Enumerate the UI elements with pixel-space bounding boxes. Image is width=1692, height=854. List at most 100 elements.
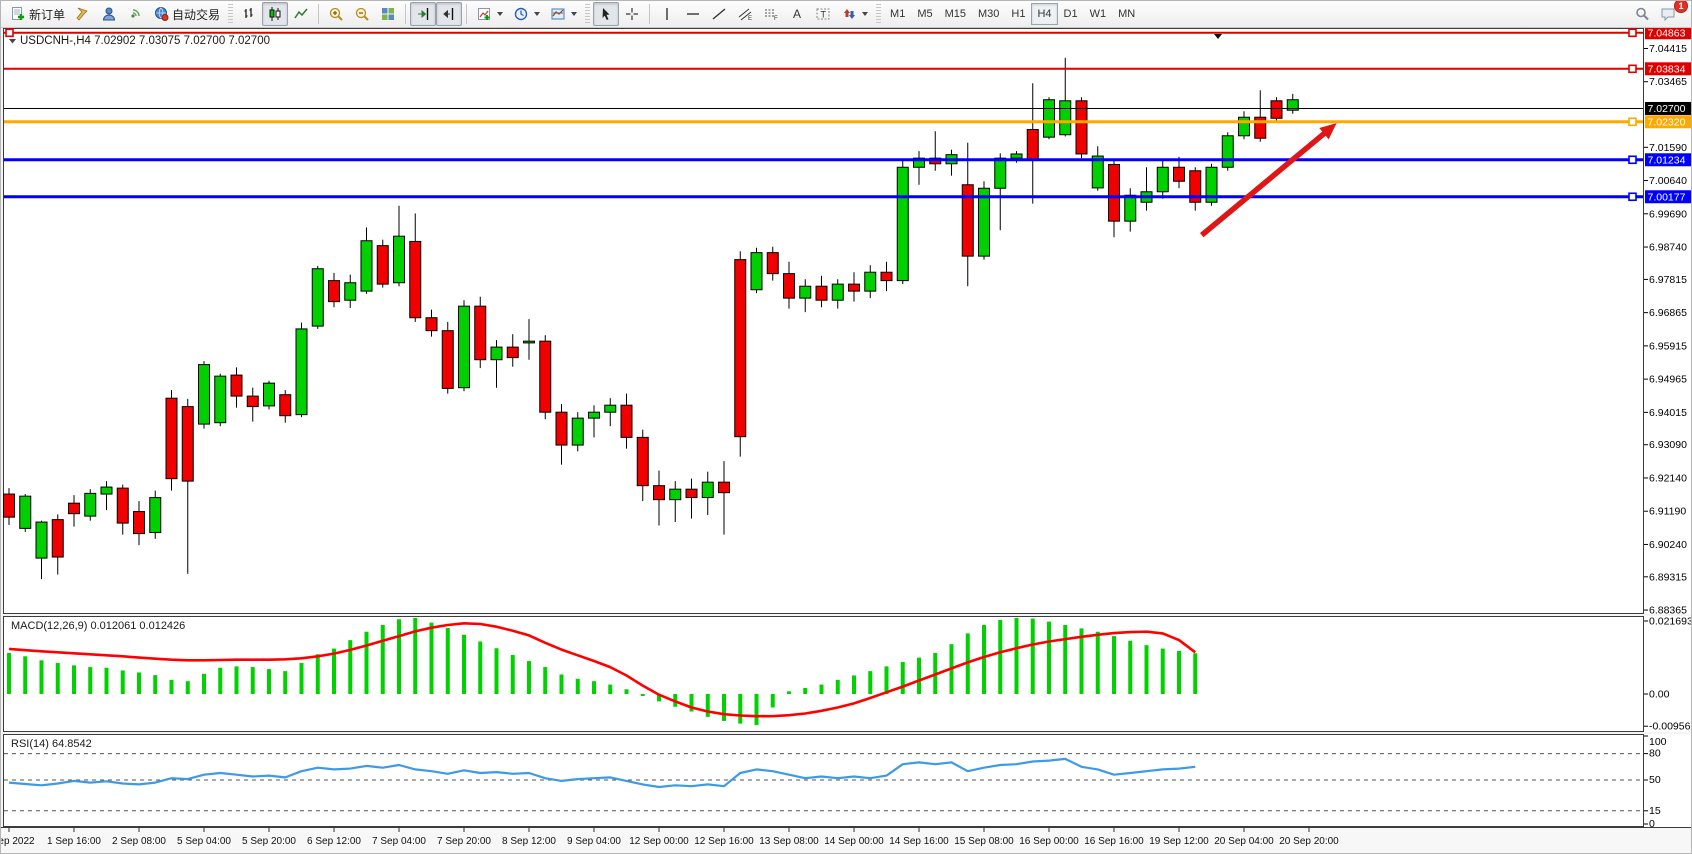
search-icon [1636, 7, 1649, 21]
rsi-axis-label: 0 [1649, 818, 1655, 827]
zoom-out-button[interactable] [349, 2, 375, 26]
macd-bar [234, 666, 239, 694]
indicators-button[interactable] [471, 2, 508, 26]
profile-icon [103, 7, 116, 21]
macd-axis-label: -0.009563 [1649, 721, 1692, 732]
timeframe-m5[interactable]: M5 [917, 8, 933, 20]
toolbar-separator [649, 4, 651, 24]
candle [1043, 97, 1055, 140]
candle [458, 300, 470, 392]
vertical-line-tool-button[interactable] [654, 2, 680, 26]
main-frame [3, 28, 1644, 614]
new-order-button[interactable]: 新订单 [5, 2, 70, 26]
line-handle-icon[interactable] [1628, 117, 1637, 127]
time-label: 14 Sep 16:00 [889, 836, 949, 847]
timeframe-m1[interactable]: M1 [890, 8, 906, 20]
price-tick-label: 6.95915 [1649, 340, 1687, 352]
styler-button[interactable] [70, 2, 96, 26]
svg-text:A: A [793, 7, 801, 21]
text-tool-button[interactable]: A [784, 2, 810, 26]
line-handle-icon[interactable] [5, 28, 14, 38]
templates-button[interactable] [545, 2, 582, 26]
time-axis[interactable]: 1 Sep 2022 1 Sep 16:00 2 Sep 08:00 5 Sep 04… [1, 827, 1692, 854]
candlestick-chart-button[interactable] [262, 2, 289, 26]
macd-bar [884, 666, 889, 694]
candle [1189, 167, 1202, 211]
periods-button[interactable] [508, 2, 545, 26]
macd-bar [657, 694, 661, 702]
chart-shift-button[interactable] [436, 2, 463, 26]
signal-button[interactable] [122, 2, 148, 26]
timeframe-mn[interactable]: MN [1118, 8, 1136, 20]
timeframe-w1[interactable]: W1 [1089, 8, 1107, 20]
autotrade-button[interactable]: 自动交易 [148, 2, 225, 26]
line-handle-icon[interactable] [1628, 28, 1637, 38]
trendline-tool-button[interactable] [706, 2, 732, 26]
price-tick-label: 6.92140 [1649, 472, 1687, 484]
main-chart-pane[interactable]: 7.04415 7.03465 7.01590 7.00640 6.99690 6.987… [1, 28, 1692, 614]
macd-bar [527, 661, 531, 694]
macd-bar [868, 671, 873, 694]
horizontal-line-icon [687, 13, 700, 15]
fibonacci-tool-button[interactable]: F [758, 2, 784, 26]
zoom-in-button[interactable] [323, 2, 349, 26]
macd-bar [153, 675, 158, 694]
candle [1221, 132, 1234, 171]
trend-arrow-annotation[interactable] [1199, 123, 1337, 238]
line-chart-button[interactable] [288, 2, 314, 26]
cursor-tool-button[interactable] [593, 2, 620, 26]
candle [1059, 57, 1072, 137]
macd-signal-line [8, 621, 1197, 718]
tile-windows-button[interactable] [375, 2, 401, 26]
macd-bar [998, 619, 1003, 694]
candle [896, 160, 909, 285]
line-handle-icon[interactable] [1628, 64, 1637, 74]
crosshair-tool-button[interactable] [619, 2, 645, 26]
timeframe-d1[interactable]: D1 [1063, 8, 1078, 20]
tile-windows-icon [382, 8, 395, 20]
horizontal-line-tool-button[interactable] [680, 2, 706, 26]
auto-scroll-button[interactable] [410, 2, 437, 26]
timeframe-m15[interactable]: M15 [944, 8, 966, 20]
notifications-button[interactable]: 1 [1655, 1, 1688, 26]
search-button[interactable] [1629, 2, 1655, 26]
macd-pane[interactable]: 0.021693 0.00 -0.009563 MACD(12,26,9) 0.012… [1, 616, 1692, 732]
candle [279, 390, 292, 423]
price-tick-label: 6.89315 [1649, 571, 1687, 583]
timeframe-h1[interactable]: H1 [1011, 8, 1026, 20]
candle [636, 429, 649, 502]
macd-bar [689, 694, 694, 712]
time-label: 7 Sep 04:00 [372, 836, 426, 847]
label-tool-button[interactable]: T [810, 2, 836, 26]
candle [474, 296, 487, 369]
timeframe-h4[interactable]: H4 [1031, 3, 1058, 25]
symbol-dropdown-icon[interactable] [9, 39, 16, 44]
new-order-label: 新订单 [29, 7, 66, 22]
line-handle-icon[interactable] [1628, 155, 1637, 165]
rsi-line [8, 757, 1196, 789]
profile-button[interactable] [96, 2, 122, 26]
candle [19, 494, 32, 532]
candle [1156, 160, 1169, 199]
candle [328, 272, 340, 308]
svg-text:F: F [774, 16, 778, 22]
candle [669, 481, 682, 523]
macd-bar [543, 667, 548, 694]
channel-tool-button[interactable]: E [732, 2, 758, 26]
arrows-tool-button[interactable] [836, 2, 873, 26]
macd-frame [3, 616, 1644, 732]
macd-bar [787, 691, 791, 694]
candle [246, 387, 259, 422]
toolbar-separator [466, 4, 468, 24]
macd-bar [120, 670, 125, 694]
timeframe-m30[interactable]: M30 [978, 8, 1000, 20]
time-label: 8 Sep 12:00 [502, 836, 556, 847]
line-handle-icon[interactable] [1628, 192, 1637, 202]
macd-bar [1047, 621, 1051, 694]
candle [181, 398, 194, 574]
crosshair-icon [626, 8, 639, 20]
candle [409, 213, 422, 322]
bar-chart-button[interactable] [236, 2, 262, 26]
candle [718, 461, 730, 535]
